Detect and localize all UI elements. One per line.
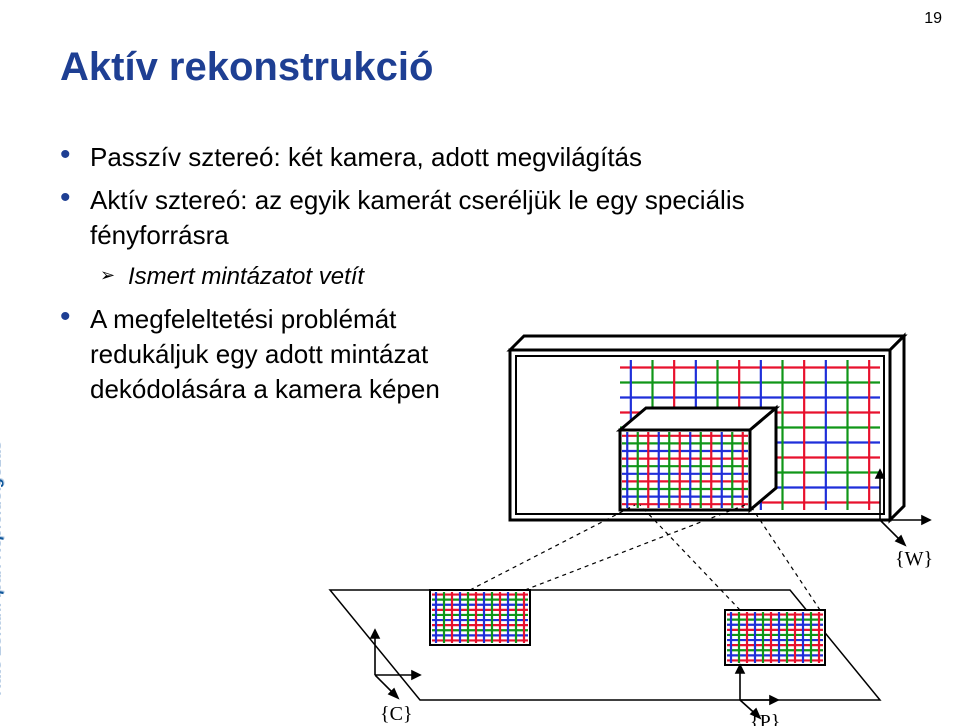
- page-number: 19: [924, 10, 942, 28]
- bullet-subitem: Ismert mintázatot vetít: [100, 261, 880, 293]
- sidebar-credit: Kató Zoltán: Ipari Képfeldolgozás: [0, 442, 5, 696]
- axis-C: [371, 630, 420, 698]
- axis-C-label: {C}: [380, 703, 413, 725]
- bullet-item: Aktív sztereó: az egyik kamerát cseréljü…: [60, 183, 880, 253]
- slide-title: Aktív rekonstrukció: [60, 45, 433, 90]
- structured-light-diagram: {W} {C} {P}: [320, 330, 960, 726]
- axis-P-label: {P}: [750, 711, 780, 726]
- bullet-item: Passzív sztereó: két kamera, adott megvi…: [60, 140, 880, 175]
- axis-W-label: {W}: [895, 548, 933, 570]
